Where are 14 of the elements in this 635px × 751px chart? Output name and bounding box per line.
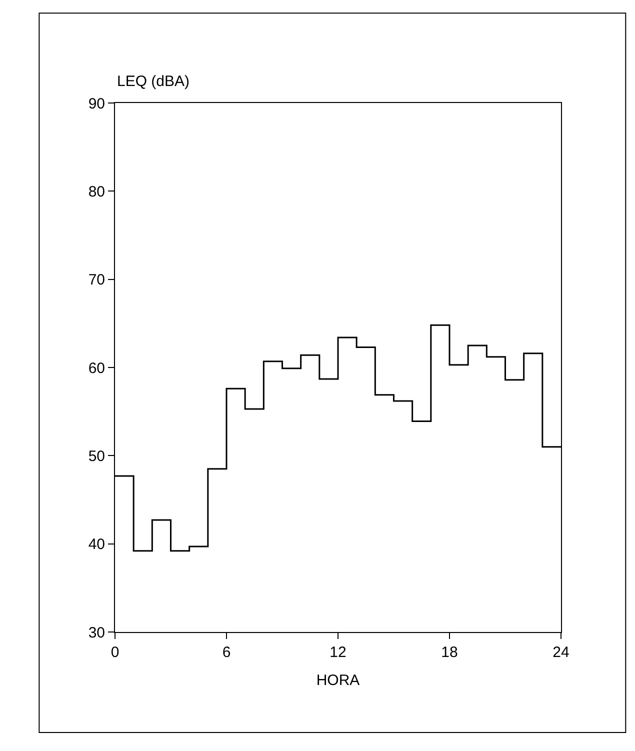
y-tick-label: 30 [88,624,105,642]
y-tick-label: 90 [88,95,105,112]
y-tick-label: 60 [88,360,105,377]
x-tick-label: 6 [222,644,231,661]
y-tick-label: 80 [88,183,105,200]
x-axis-title: HORA [316,672,360,689]
y-tick-label: 70 [88,272,105,289]
x-tick-label: 18 [441,644,458,661]
x-tick-label: 24 [552,644,570,661]
y-tick-label: 50 [88,448,105,465]
x-tick-label: 0 [110,644,120,661]
x-tick-label: 12 [330,644,346,661]
y-tick-label: 40 [88,536,105,554]
y-axis-title: LEQ (dBA) [117,73,190,90]
